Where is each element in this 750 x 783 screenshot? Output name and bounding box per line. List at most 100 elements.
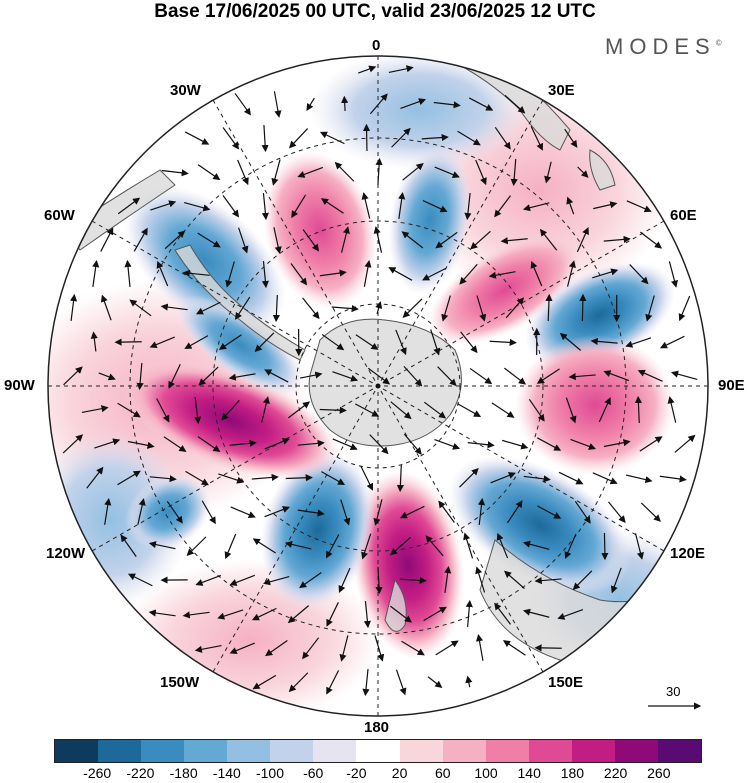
lon-label-90w: 90W <box>4 377 35 394</box>
wind-arrow <box>457 403 482 417</box>
wind-arrow <box>459 263 478 285</box>
wind-arrow <box>491 402 515 418</box>
colorbar-swatch <box>141 740 185 762</box>
wind-arrow <box>339 635 349 662</box>
wind-vectors <box>62 65 698 697</box>
wind-arrow <box>127 573 153 587</box>
wind-arrow <box>399 576 427 585</box>
wind-arrow <box>534 576 562 585</box>
wind-arrow <box>261 396 270 423</box>
wind-arrow <box>523 475 551 483</box>
wind-arrow <box>467 441 495 449</box>
wind-arrow <box>302 229 320 252</box>
wind-arrow <box>375 301 383 314</box>
wind-arrow <box>160 303 188 311</box>
map-border <box>47 55 709 717</box>
wind-arrow <box>166 500 183 524</box>
wind-arrow <box>564 533 577 560</box>
wind-arrow <box>577 166 589 178</box>
wind-arrow <box>326 670 340 695</box>
wind-arrow <box>423 401 447 419</box>
wind-arrow <box>465 599 473 628</box>
wind-arrow <box>284 540 312 550</box>
lon-label-120w: 120W <box>46 545 86 562</box>
wind-arrow <box>288 128 309 149</box>
wind-arrow <box>320 198 344 214</box>
wind-arrow <box>558 471 584 485</box>
colorbar-tick-label: -60 <box>303 765 324 781</box>
south-pole-marker <box>375 383 381 389</box>
wind-arrow <box>224 533 237 560</box>
wind-arrow <box>133 227 148 252</box>
wind-arrow <box>625 337 652 348</box>
wind-arrow <box>668 261 678 288</box>
wind-arrow <box>264 506 290 518</box>
wind-arrow <box>261 193 269 221</box>
negative-anomaly-lobe <box>388 145 472 295</box>
colorbar-swatch <box>184 740 228 762</box>
wind-arrow <box>459 467 479 488</box>
lon-label-30e: 30E <box>548 82 575 99</box>
wind-arrow <box>148 541 176 550</box>
wind-arrow <box>674 434 696 453</box>
wind-arrow <box>217 609 244 620</box>
wind-arrow <box>603 235 631 243</box>
colorbar-swatch <box>270 740 314 762</box>
wind-arrow <box>218 473 245 484</box>
wind-arrow <box>197 436 221 453</box>
wind-arrow <box>201 500 216 525</box>
wind-arrow <box>302 637 320 660</box>
wind-arrow <box>193 397 202 425</box>
wind-arrow <box>90 331 98 352</box>
wind-arrow <box>150 200 177 211</box>
wind-arrow <box>182 269 210 277</box>
wind-arrow <box>358 65 377 74</box>
wind-arrow <box>254 332 275 352</box>
wind-arrow <box>163 436 187 452</box>
wind-arrow <box>475 566 486 593</box>
colorbar-swatch <box>657 740 701 762</box>
colorbar-tick-label: -180 <box>169 765 198 781</box>
wind-arrow <box>464 193 472 221</box>
wind-arrow <box>331 304 359 313</box>
wind-arrow <box>433 101 461 109</box>
wind-arrow <box>334 161 355 182</box>
wind-arrow <box>136 362 144 391</box>
wind-arrow <box>603 439 631 448</box>
colorbar-tick-label: -140 <box>212 765 241 781</box>
wind-arrow <box>229 439 257 447</box>
wind-arrow <box>475 159 487 186</box>
wind-arrow <box>114 338 142 346</box>
wind-arrow <box>559 332 582 351</box>
wind-arrow <box>221 399 240 421</box>
lon-label-120e: 120E <box>670 545 706 562</box>
wind-arrow <box>288 672 309 693</box>
wind-arrow <box>355 334 379 350</box>
colorbar-swatch <box>98 740 142 762</box>
lon-label-90e: 90E <box>718 377 745 394</box>
lon-label-150e: 150E <box>548 674 584 691</box>
wind-arrow <box>195 574 222 586</box>
anomaly-field <box>48 56 708 716</box>
colorbar-swatch <box>55 740 99 762</box>
wind-arrow <box>522 540 550 550</box>
wind-arrow <box>579 293 587 322</box>
wind-arrow <box>400 98 427 109</box>
wind-arrow <box>534 644 562 652</box>
wind-arrow <box>273 227 282 254</box>
wind-arrow <box>92 259 100 287</box>
wind-arrow <box>104 497 112 525</box>
wind-arrow <box>469 367 493 385</box>
wind-arrow <box>430 329 441 356</box>
wind-arrow <box>291 194 307 219</box>
wind-arrow <box>262 576 290 586</box>
wind-arrow <box>234 296 251 320</box>
wind-arrow <box>425 535 444 557</box>
wind-arrow <box>667 396 677 423</box>
wind-arrow <box>94 438 121 449</box>
wind-arrow <box>476 295 487 322</box>
wind-arrow <box>98 372 116 381</box>
colorbar-tick-label: 140 <box>517 765 541 781</box>
wind-arrow <box>197 232 221 248</box>
wind-arrow <box>161 169 189 177</box>
